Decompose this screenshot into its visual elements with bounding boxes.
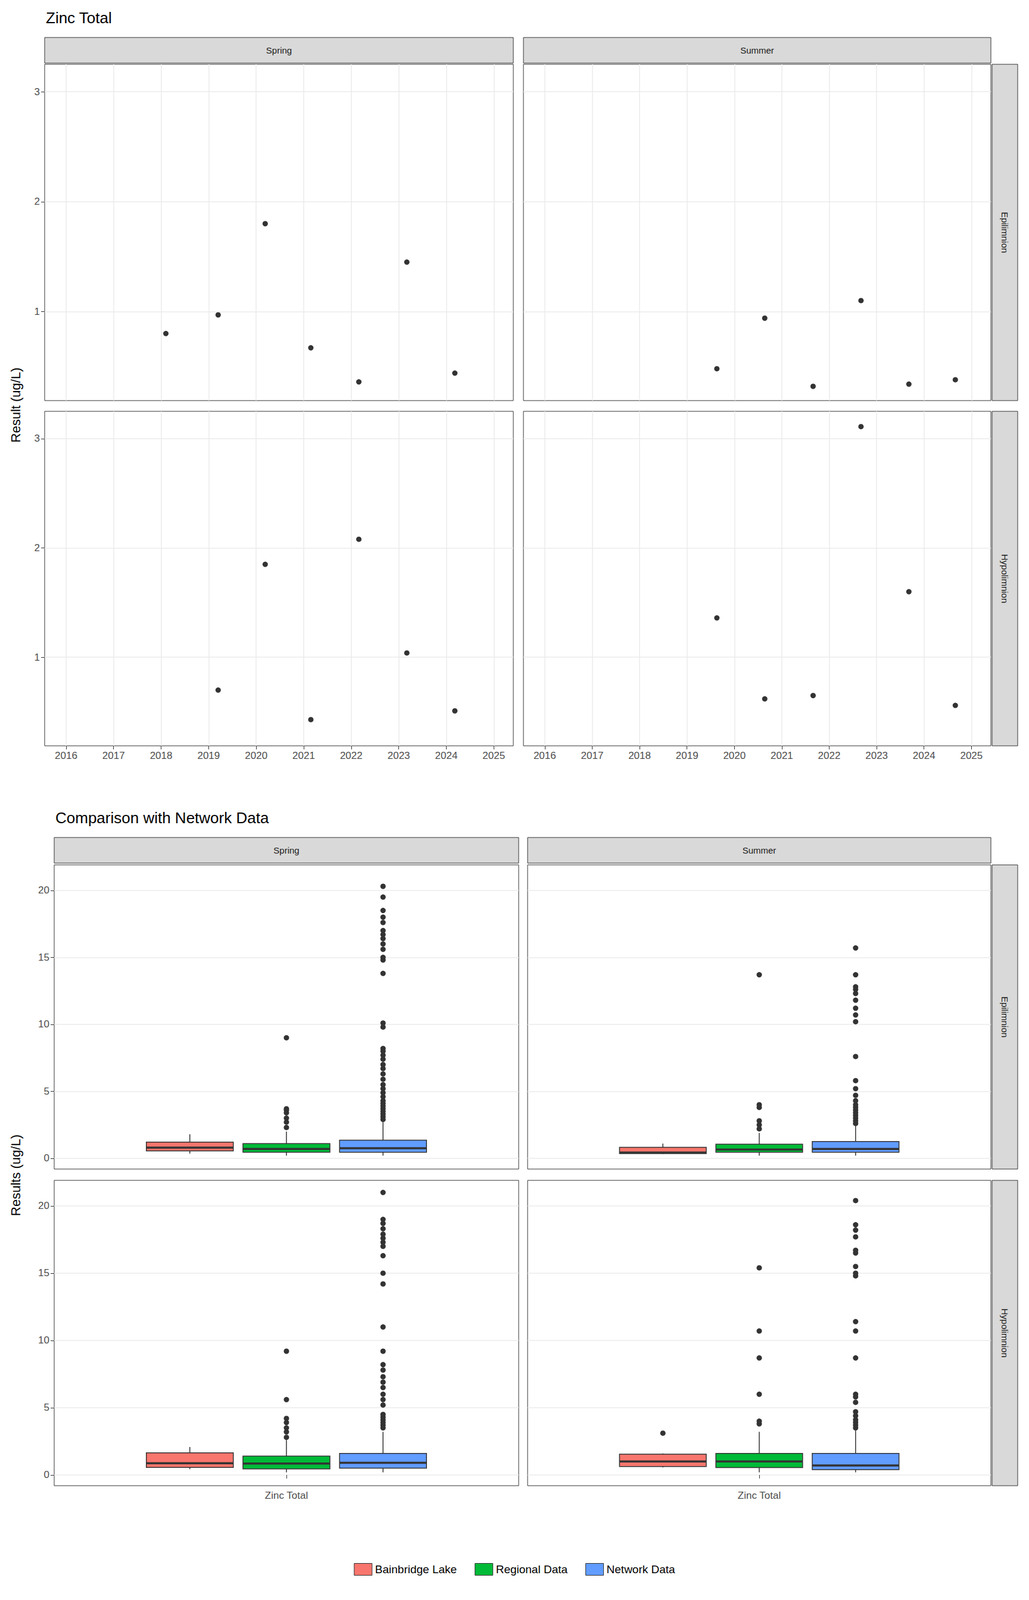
svg-text:Network Data: Network Data (606, 1563, 676, 1577)
svg-text:2017: 2017 (581, 750, 604, 762)
svg-text:1: 1 (34, 652, 40, 664)
svg-text:Comparison with Network Data: Comparison with Network Data (55, 809, 270, 828)
svg-text:2024: 2024 (435, 750, 458, 762)
svg-text:2022: 2022 (818, 750, 841, 762)
svg-text:10: 10 (38, 1018, 50, 1031)
svg-text:Zinc Total: Zinc Total (737, 1490, 781, 1502)
svg-text:3: 3 (34, 86, 40, 98)
svg-text:2: 2 (34, 195, 40, 208)
svg-text:Hypolimnion: Hypolimnion (999, 1308, 1010, 1359)
svg-text:Epilimnion: Epilimnion (999, 211, 1010, 254)
svg-text:15: 15 (38, 1267, 50, 1280)
svg-text:0: 0 (44, 1152, 50, 1165)
svg-text:2019: 2019 (197, 750, 220, 762)
svg-text:Zinc Total: Zinc Total (264, 1490, 308, 1502)
svg-text:20: 20 (38, 884, 50, 897)
svg-text:1: 1 (34, 306, 40, 318)
svg-text:2020: 2020 (244, 750, 268, 762)
svg-text:2021: 2021 (770, 750, 794, 762)
svg-text:Summer: Summer (742, 845, 777, 856)
svg-text:2018: 2018 (628, 750, 651, 762)
svg-text:Bainbridge Lake: Bainbridge Lake (375, 1563, 457, 1577)
svg-text:2021: 2021 (292, 750, 316, 762)
svg-text:2: 2 (34, 542, 40, 554)
svg-text:Epilimnion: Epilimnion (999, 996, 1010, 1038)
svg-text:2025: 2025 (959, 750, 983, 762)
svg-text:5: 5 (44, 1086, 50, 1098)
svg-text:Result (ug/L): Result (ug/L) (8, 368, 24, 444)
svg-text:2020: 2020 (722, 750, 746, 762)
svg-text:0: 0 (44, 1469, 50, 1481)
svg-text:2019: 2019 (675, 750, 699, 762)
svg-text:2025: 2025 (482, 750, 505, 762)
svg-text:Spring: Spring (266, 45, 292, 56)
svg-text:Hypolimnion: Hypolimnion (999, 554, 1010, 604)
svg-text:2016: 2016 (533, 750, 557, 762)
svg-text:5: 5 (44, 1402, 50, 1414)
svg-text:2018: 2018 (150, 750, 173, 762)
svg-text:Summer: Summer (740, 45, 775, 56)
svg-text:20: 20 (38, 1200, 50, 1212)
svg-text:Zinc Total: Zinc Total (45, 8, 112, 27)
svg-text:2023: 2023 (865, 750, 888, 762)
svg-text:2023: 2023 (387, 750, 411, 762)
svg-text:Results (ug/L): Results (ug/L) (8, 1134, 24, 1217)
svg-text:10: 10 (38, 1335, 50, 1347)
svg-text:2016: 2016 (54, 750, 78, 762)
svg-text:Spring: Spring (273, 845, 299, 856)
svg-text:2022: 2022 (340, 750, 363, 762)
svg-text:2024: 2024 (912, 750, 936, 762)
svg-text:Regional Data: Regional Data (496, 1563, 569, 1577)
svg-text:2017: 2017 (102, 750, 126, 762)
svg-text:3: 3 (34, 432, 40, 445)
svg-text:15: 15 (38, 952, 50, 964)
